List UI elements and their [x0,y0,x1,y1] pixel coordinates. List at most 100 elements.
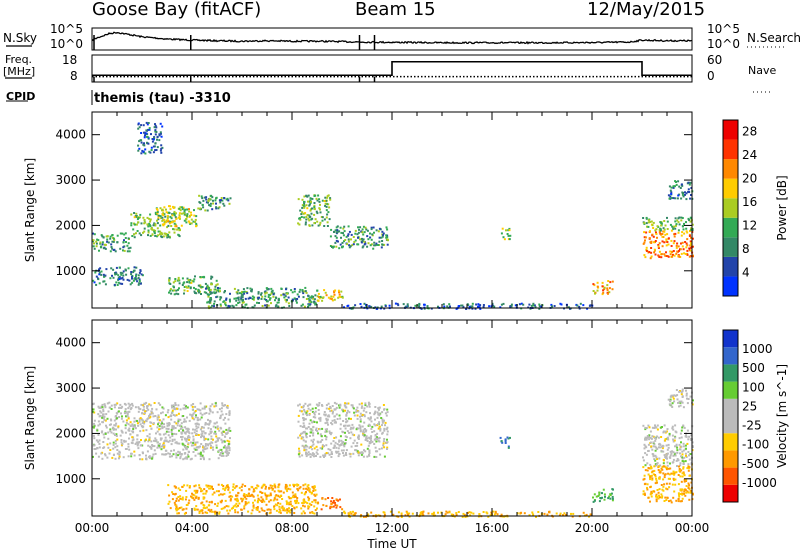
power-cell-12 [645,246,648,249]
power-cell-7 [267,288,270,291]
velocity-cell-0 [174,414,177,417]
power-cell-3 [205,196,208,199]
velocity-cell-7 [644,438,646,441]
power-cell-5 [345,235,348,238]
velocity-cell-7 [676,446,679,449]
power-cell-6 [178,282,181,285]
velocity-cell-5 [499,436,502,439]
velocity-cell-2 [316,507,318,510]
velocity-cell-0 [187,442,190,445]
power-cell-5 [342,232,344,235]
power-cell-9 [474,307,477,310]
velocity-cell-1 [324,422,327,425]
velocity-cell-4 [444,513,447,516]
velocity-cell-0 [208,433,211,436]
velocity-cell-0 [196,416,199,419]
velocity-cell-0 [192,438,195,441]
power-cell-9 [414,304,417,307]
velocity-cell-1 [378,414,381,417]
power-cell-4 [319,203,321,206]
power-cell-16 [128,279,131,282]
power-cell-6 [183,292,185,295]
power-cell-5 [343,230,346,233]
velocity-cell-9 [657,465,660,468]
velocity-cell-0 [142,429,145,432]
power-cell-5 [386,243,389,246]
power-cell-7 [219,303,222,306]
power-cell-12 [688,255,691,258]
velocity-cell-2 [214,512,217,515]
power-cell-13 [656,225,659,228]
velocity-cell-9 [686,467,689,470]
power-cell-5 [385,234,388,237]
power-cell-4 [303,202,306,205]
velocity-cell-2 [221,499,223,502]
velocity-cell-0 [123,402,126,405]
velocity-cell-3 [335,498,338,501]
velocity-cell-0 [227,429,230,432]
velocity-cell-1 [338,439,341,442]
velocity-cell-1 [366,447,369,450]
power-cell-13 [654,229,657,232]
velocity-cell-0 [204,432,207,435]
velocity-cell-2 [202,497,205,500]
power-cell-7 [253,296,256,299]
velocity-cell-9 [679,475,682,478]
velocity-cell-1 [380,447,383,450]
power-cell-3 [215,202,217,205]
velocity-cell-7 [649,463,652,466]
velocity-cell-0 [165,449,168,452]
velocity-cell-1 [300,410,303,413]
power-cell-4 [311,197,314,200]
velocity-cell-0 [93,437,96,440]
power-cell-2 [161,219,164,222]
velocity-cell-1 [306,445,308,448]
velocity-cell-1 [356,442,359,444]
velocity-cell-4 [397,511,400,514]
velocity-cell-7 [642,456,644,459]
velocity-cell-0 [224,435,227,438]
velocity-cell-8 [691,403,694,406]
power-cell-13 [652,221,655,224]
velocity-cell-9 [678,495,681,498]
power-cell-4 [316,220,319,223]
velocity-cell-0 [166,422,169,425]
power-cell-7 [267,293,270,296]
velocity-cell-1 [350,417,352,420]
velocity-cell-0 [168,455,171,458]
power-cell-4 [302,204,305,207]
power-cell-7 [205,287,207,290]
power-cell-13 [645,222,648,225]
velocity-cell-7 [659,446,662,449]
power-cell-7 [316,295,319,298]
velocity-cell-7 [678,443,681,446]
velocity-cell-4 [343,510,346,513]
power-cell-4 [300,213,303,216]
velocity-cell-2 [228,509,231,512]
power-cell-6 [172,285,175,288]
velocity-cell-0 [157,414,160,417]
power-cell-5 [372,226,375,229]
velocity-cell-2 [195,496,198,499]
power-cell-7 [260,297,263,300]
power-cell-12 [685,242,688,245]
velocity-cell-9 [667,467,670,470]
power-cell-1 [166,236,169,239]
power-cell-9 [406,303,409,306]
velocity-cell-7 [664,430,667,433]
velocity-cell-1 [307,407,310,410]
velocity-cell-0 [174,441,177,444]
velocity-cell-1 [301,425,304,428]
power-cell-6 [202,275,205,278]
nsky-tick-low: 10^0 [50,37,83,51]
power-cell-9 [479,307,482,310]
velocity-cell-9 [665,466,667,469]
velocity-cell-1 [378,440,381,443]
power-cell-11 [596,281,599,284]
power-cell-2 [188,214,191,217]
power-cell-4 [298,223,301,226]
velocity-cell-1 [319,419,322,422]
power-cell-5 [361,231,364,234]
velocity-cell-0 [98,439,101,442]
velocity-cell-4 [489,514,492,517]
